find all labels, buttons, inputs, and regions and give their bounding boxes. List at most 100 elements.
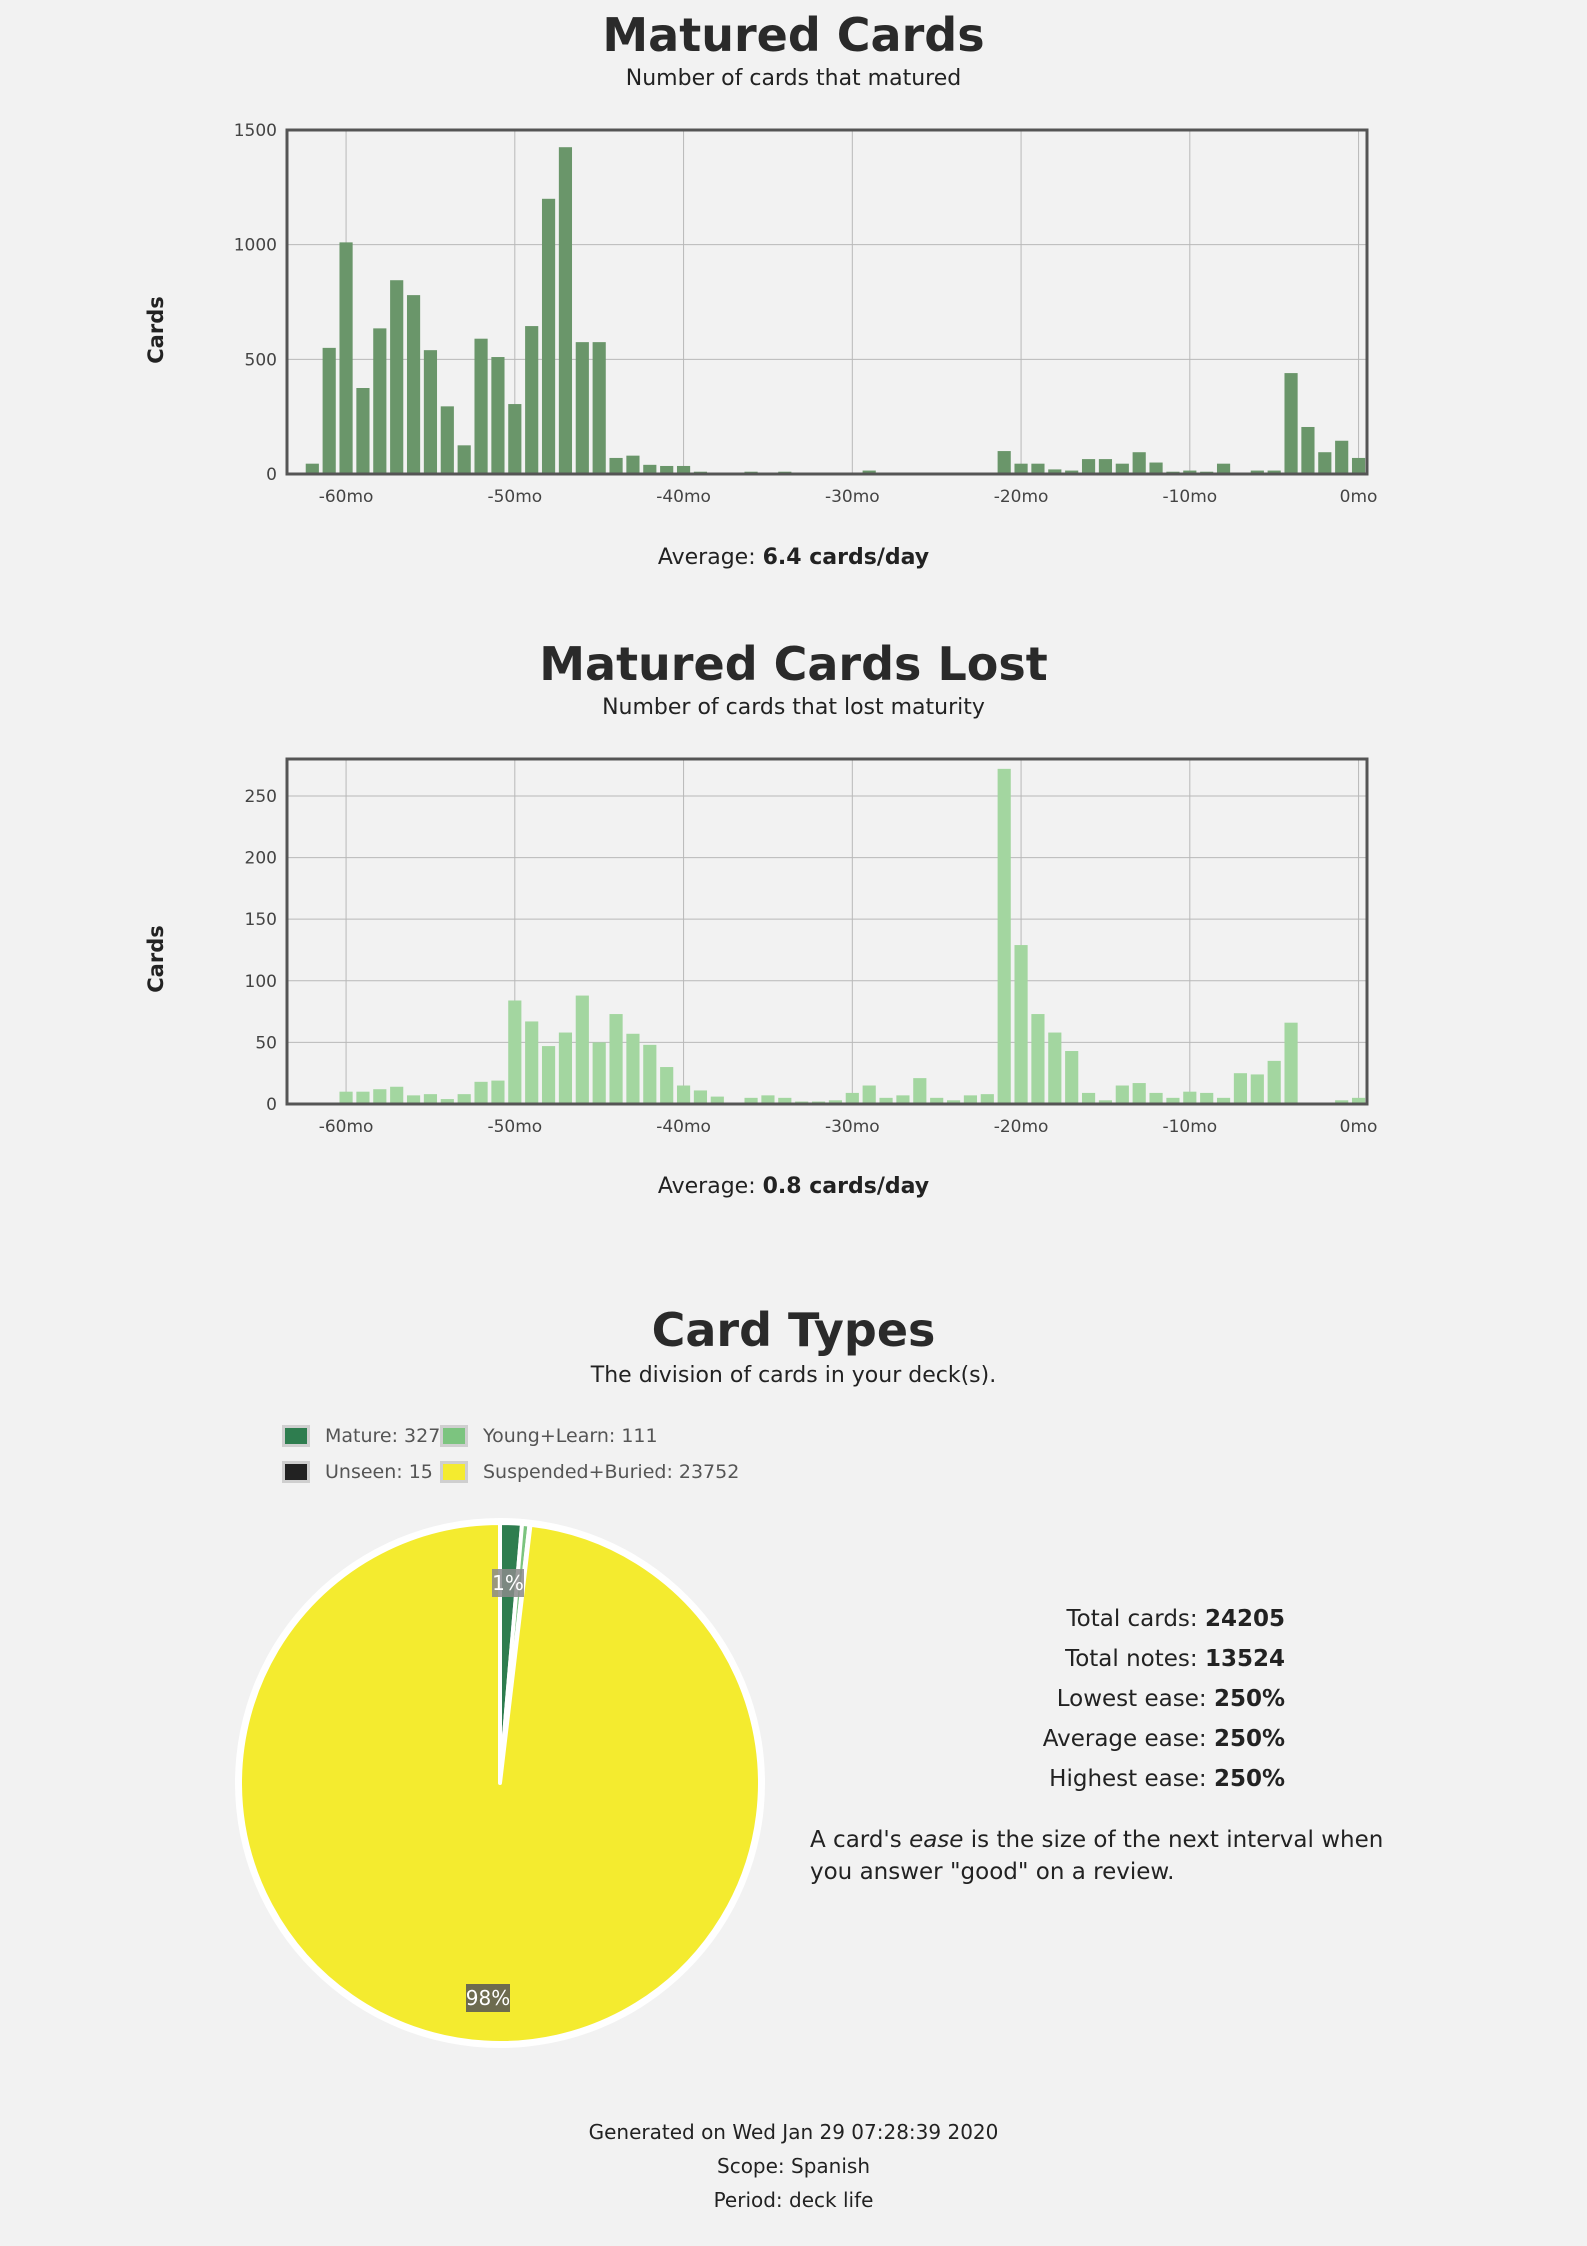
bar — [643, 464, 657, 474]
bar — [592, 1042, 606, 1104]
bar — [1301, 426, 1315, 474]
matured-average-value: 6.4 cards/day — [762, 545, 930, 570]
bar — [373, 1089, 387, 1104]
bar — [423, 1094, 438, 1104]
bar — [778, 1097, 792, 1104]
bar — [1065, 470, 1079, 474]
bar — [896, 1095, 910, 1104]
bar — [1216, 1097, 1231, 1104]
bar — [1048, 469, 1062, 474]
stat-total-notes-label: Total notes: — [1065, 1646, 1198, 1672]
bar — [305, 463, 319, 474]
pie-label-bg — [466, 1984, 510, 2012]
x-tick-label: -30mo — [825, 487, 880, 507]
x-tick-label: 0mo — [1340, 487, 1378, 507]
x-tick-label: -40mo — [656, 487, 711, 507]
lost-average: Average: 0.8 cards/day — [0, 1174, 1587, 1199]
x-tick-label: -10mo — [1162, 487, 1217, 507]
bar — [676, 1085, 691, 1104]
bar — [508, 1000, 522, 1104]
bar — [1014, 945, 1028, 1104]
types-subtitle: The division of cards in your deck(s). — [590, 1363, 997, 1388]
x-tick-label: -30mo — [825, 1117, 880, 1137]
bar — [609, 1014, 623, 1104]
bar — [1267, 1060, 1281, 1104]
stat-total-notes-value: 13524 — [1204, 1646, 1285, 1672]
x-tick-label: -10mo — [1162, 1117, 1217, 1137]
legend-label-young-learn: Young+Learn: 111 — [483, 1425, 658, 1447]
footer-generated: Generated on Wed Jan 29 07:28:39 2020 — [588, 2120, 999, 2144]
bar — [1098, 459, 1113, 474]
types-title: Card Types — [651, 1303, 936, 1357]
bar — [1081, 459, 1096, 474]
bar — [828, 1100, 843, 1104]
bar — [1335, 440, 1349, 474]
bar — [373, 328, 387, 474]
bar — [356, 1091, 370, 1104]
bar — [457, 1094, 471, 1104]
bar — [744, 1097, 758, 1104]
bar — [930, 1097, 944, 1104]
legend-swatch-suspended — [440, 1461, 468, 1483]
bar — [1284, 373, 1298, 474]
bar — [1031, 1014, 1045, 1104]
bar — [339, 242, 353, 474]
pie-slice-suspended — [238, 1521, 762, 2045]
bar — [1183, 470, 1197, 474]
bar — [1132, 1083, 1146, 1104]
stat-highest-ease-label: Highest ease: — [1049, 1766, 1207, 1792]
x-tick-label: -20mo — [994, 1117, 1049, 1137]
y-tick-label: 100 — [245, 972, 277, 992]
bar — [474, 1081, 488, 1104]
y-tick-label: 200 — [245, 849, 277, 869]
bar — [980, 1094, 994, 1104]
lost-chart: 0 50 100 150 200 250 -60mo -50mo -40mo -30mo -20mo… — [245, 757, 1377, 1137]
legend-swatch-unseen — [282, 1461, 310, 1483]
stat-average-ease-value: 250% — [1213, 1726, 1285, 1752]
bar — [575, 342, 589, 474]
bar — [1351, 457, 1366, 474]
bar — [592, 342, 606, 474]
matured-chart: 0 500 1000 1500 -60mo -50mo -40mo -30mo -20mo -10… — [234, 121, 1378, 507]
bar — [575, 995, 589, 1104]
stat-lowest-ease-label: Lowest ease: — [1056, 1686, 1207, 1712]
stat-average-ease: Average ease: 250% — [1043, 1726, 1285, 1752]
bar — [558, 147, 573, 474]
y-tick-label: 500 — [245, 350, 277, 370]
bar — [710, 1096, 724, 1104]
bar — [1250, 470, 1264, 474]
y-tick-label: 0 — [266, 465, 277, 485]
stat-lowest-ease-value: 250% — [1213, 1686, 1285, 1712]
matured-title: Matured Cards — [602, 8, 985, 62]
bar — [322, 347, 336, 474]
bar — [1132, 452, 1146, 474]
bar — [406, 1095, 421, 1104]
footer-period: Period: deck life — [713, 2188, 874, 2212]
stat-total-cards-label: Total cards: — [1066, 1606, 1198, 1632]
bar — [676, 465, 691, 474]
bar — [946, 1100, 961, 1104]
legend-label-mature: Mature: 327 — [325, 1425, 441, 1447]
bar — [1031, 463, 1045, 474]
x-tick-label: -50mo — [487, 1117, 542, 1137]
bar — [626, 455, 640, 474]
bar — [1149, 1092, 1163, 1104]
stat-average-ease-label: Average ease: — [1042, 1726, 1207, 1752]
bar — [541, 1046, 556, 1104]
ease-note-em: ease — [909, 1827, 964, 1853]
bar — [491, 1080, 505, 1104]
pie-slice-label: 1% — [492, 1571, 524, 1595]
stat-highest-ease: Highest ease: 250% — [1049, 1766, 1285, 1792]
y-tick-label: 50 — [255, 1033, 277, 1053]
bar — [558, 1032, 573, 1104]
bar — [879, 1097, 893, 1104]
bar — [1267, 470, 1281, 474]
bar — [525, 326, 539, 474]
bar — [626, 1033, 640, 1104]
bar — [963, 1095, 978, 1104]
bar — [1318, 452, 1332, 474]
bar — [660, 1067, 674, 1104]
bar — [339, 1091, 353, 1104]
x-tick-label: -60mo — [319, 1117, 374, 1137]
lost-average-label: Average: — [657, 1174, 756, 1199]
